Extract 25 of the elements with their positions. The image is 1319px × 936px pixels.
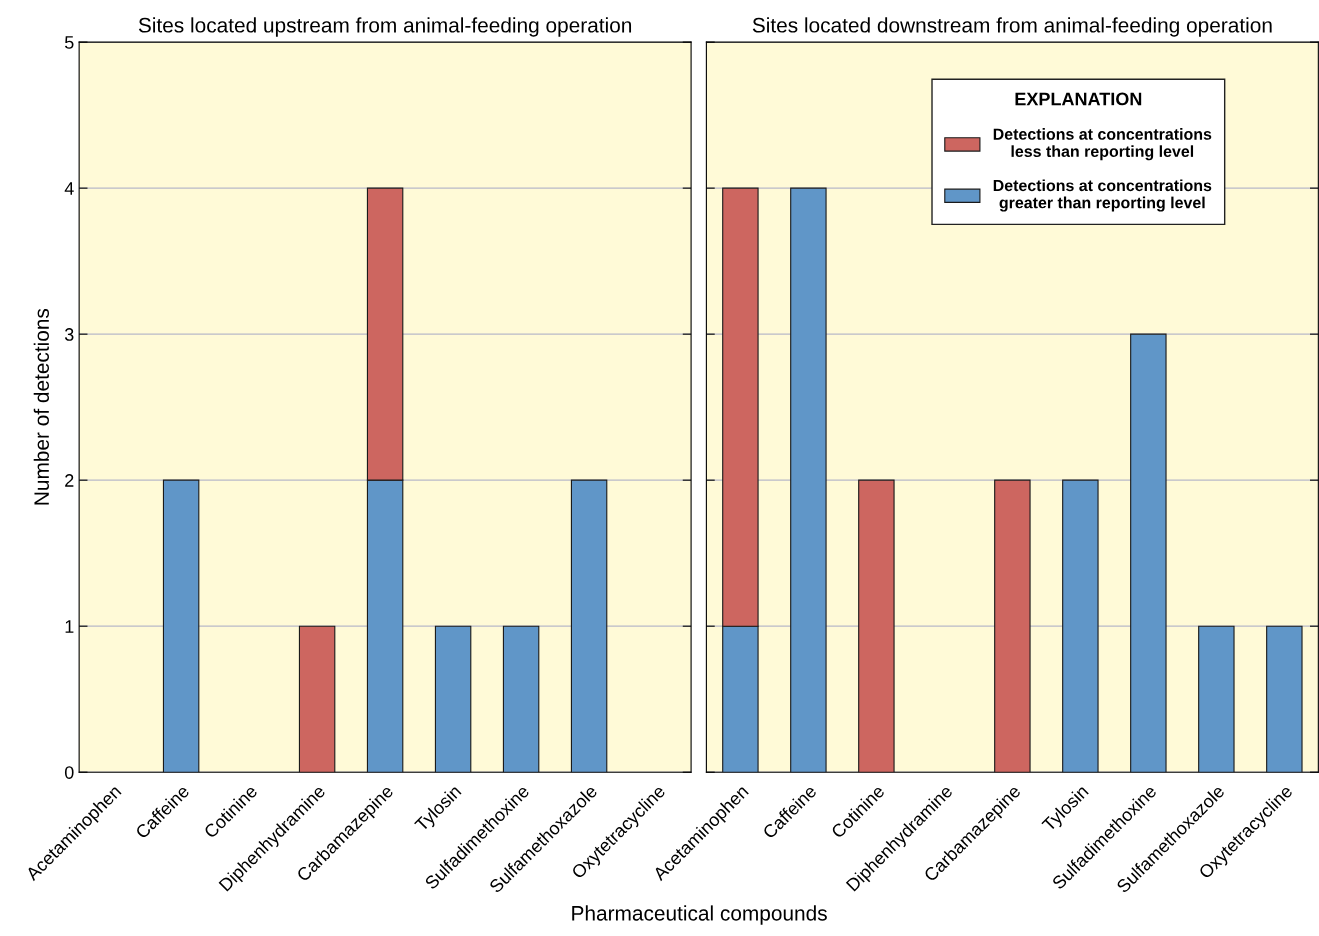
x-axis-title: Pharmaceutical compounds xyxy=(572,905,827,925)
bar xyxy=(790,187,827,773)
bar xyxy=(162,479,200,773)
legend-title: EXPLANATION xyxy=(1015,92,1142,106)
y-tick-label: 4 xyxy=(64,182,74,195)
bar xyxy=(570,479,608,773)
y-tick-label: 0 xyxy=(64,766,74,779)
legend-label: Detections at concentrations less than reporting level xyxy=(993,128,1212,161)
bar xyxy=(994,479,1031,773)
bar xyxy=(1198,625,1235,773)
bar xyxy=(434,625,472,773)
y-tick-label: 5 xyxy=(64,36,74,49)
y-tick-label: 1 xyxy=(65,620,74,633)
y-tick-label: 2 xyxy=(65,474,74,487)
y-tick-label: 3 xyxy=(64,328,74,341)
bar xyxy=(1266,625,1303,773)
chart-title: Sites located upstream from animal-feeding operation xyxy=(138,17,632,37)
bar xyxy=(502,625,540,773)
legend-label: Detections at concentrations greater than reporting level xyxy=(993,179,1212,212)
bar xyxy=(298,625,336,773)
chart-title: Sites located downstream from animal-feeding operation xyxy=(752,17,1272,37)
bar xyxy=(1130,333,1167,773)
bar xyxy=(1062,479,1099,773)
bar xyxy=(858,479,895,773)
y-axis-title: Number of detections xyxy=(33,308,50,505)
